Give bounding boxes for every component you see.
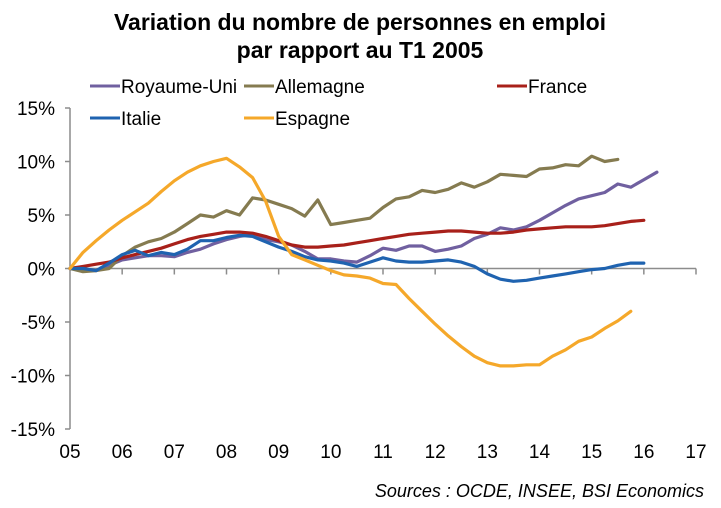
y-tick-label: 10% [17,153,55,174]
legend-label: Espagne [275,109,350,130]
legend-label: Italie [121,109,161,130]
series-line-royaume-uni [68,170,659,273]
x-tick-label: 05 [59,442,80,463]
series-line-france [68,218,646,271]
legend-item-italie: Italie [90,109,161,130]
series-line-italie [68,233,646,283]
x-tick-label: 16 [633,442,654,463]
legend-item-allemagne: Allemagne [244,77,365,98]
legend: Royaume-Uni Allemagne France Italie Espagne [90,77,587,130]
x-tick-label: 12 [425,442,446,463]
x-tick-label: 07 [164,442,185,463]
x-tick-label: 09 [268,442,289,463]
x-tick-label: 08 [216,442,237,463]
series-line-espagne [68,156,633,368]
y-tick-label: -10% [11,367,55,388]
legend-item-royaume-uni: Royaume-Uni [90,77,237,98]
y-tick-label: -5% [21,313,55,334]
y-tick-label: 15% [17,99,55,120]
x-tick-label: 11 [373,442,393,463]
chart-subtitle: par rapport au T1 2005 [237,37,484,63]
y-tick-label: 5% [28,206,56,227]
legend-item-espagne: Espagne [244,109,350,130]
x-tick-label: 17 [685,442,706,463]
axes: 15% 10% 5% 0% -5% -10% -15%05 06 07 08 09 10 11 12 13 1… [11,99,707,463]
y-tick-label: -15% [11,420,55,441]
x-tick-label: 10 [320,442,341,463]
legend-label: Royaume-Uni [121,77,237,98]
x-tick-label: 15 [581,442,602,463]
legend-label: Allemagne [275,77,365,98]
series-lines [68,154,659,368]
chart-title: Variation du nombre de personnes en empl… [114,9,606,35]
legend-item-france: France [497,77,587,98]
x-tick-label: 13 [477,442,498,463]
y-tick-label: 0% [28,260,56,281]
x-tick-label: 06 [112,442,133,463]
series-line-allemagne [68,154,620,274]
source-note: Sources : OCDE, INSEE, BSI Economics [375,481,704,501]
legend-label: France [528,77,587,98]
x-tick-label: 14 [529,442,551,463]
